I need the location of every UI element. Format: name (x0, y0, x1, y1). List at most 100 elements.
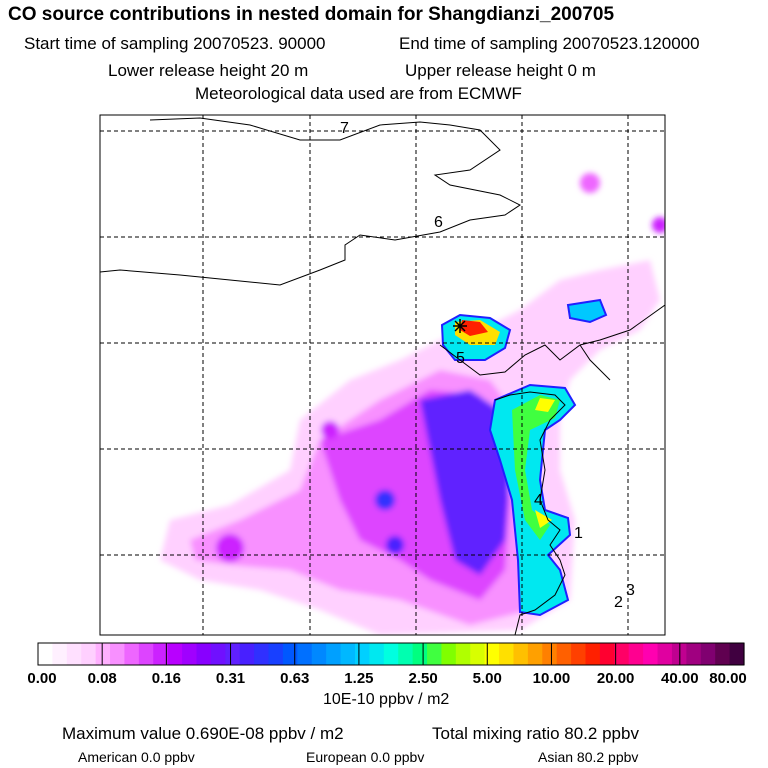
colorbar-cell (455, 643, 471, 665)
colorbar-tick-label: 40.00 (661, 670, 699, 687)
colorbar-tick-label: 5.00 (472, 670, 502, 687)
coastline-shandong (494, 391, 566, 635)
colorbar-cell (369, 643, 385, 665)
colorbar-cell (182, 643, 198, 665)
colorbar-cell (527, 643, 543, 665)
plume-blue (420, 390, 510, 575)
concentration-field (160, 173, 665, 635)
colorbar-cell (340, 643, 356, 665)
hotspot-east (566, 298, 608, 324)
colorbar-cell (52, 643, 68, 665)
map-frame (99, 114, 666, 636)
coastal-green-strip (512, 395, 560, 540)
coastline-north (100, 117, 521, 286)
colorbar-tick-label: 0.08 (87, 670, 117, 687)
grid-label-1: 1 (574, 525, 583, 542)
colorbar-tick-label: 80.00 (709, 670, 747, 687)
colorbar-cell (599, 643, 615, 665)
coastline-bohai (439, 304, 665, 376)
colorbar-cell (354, 643, 370, 665)
colorbar-cell (225, 643, 241, 665)
grid-label-2: 2 (614, 594, 623, 611)
colorbar-cell (441, 643, 457, 665)
colorbar-cell (470, 643, 486, 665)
colorbar-cell (254, 643, 270, 665)
lat-lon-grid (100, 115, 665, 635)
plume-spot-f (321, 421, 339, 439)
colorbar-cell (427, 643, 443, 665)
lower-release-height-label: Lower release height 20 m (108, 61, 309, 80)
colorbar-cell (282, 643, 298, 665)
plume-spot-d (580, 173, 600, 193)
colorbar-cell (499, 643, 515, 665)
colorbar-cell (239, 643, 255, 665)
grid-label-6: 6 (434, 214, 443, 231)
colorbar-cell (311, 643, 327, 665)
coastal-cyan-strip (488, 383, 577, 617)
colorbar-cell (686, 643, 702, 665)
colorbar-cell (628, 643, 644, 665)
met-data-label: Meteorological data used are from ECMWF (195, 84, 522, 103)
plume-spot-b (386, 536, 404, 554)
colorbar-tick-label: 0.00 (27, 670, 57, 687)
colorbar-tick-marks (37, 643, 745, 665)
end-time-label: End time of sampling 20070523.120000 (399, 34, 700, 53)
grid-label-5: 5 (456, 350, 465, 367)
colorbar-tick-label: 0.31 (215, 670, 246, 687)
grid-label-7: 7 (340, 120, 349, 137)
chart-title: CO source contributions in nested domain… (8, 4, 615, 25)
colorbar-cell (110, 643, 126, 665)
colorbar-cell (81, 643, 97, 665)
colorbar-cell (297, 643, 313, 665)
colorbar-cell (542, 643, 558, 665)
colorbar-tick-label: 1.25 (344, 670, 374, 687)
grid-label-3: 3 (626, 582, 635, 599)
colorbar-cell (167, 643, 183, 665)
colorbar-cell (513, 643, 529, 665)
grid-label-4: 4 (534, 492, 543, 509)
colorbar-cell (268, 643, 284, 665)
colorbar-cell (700, 643, 716, 665)
coastline-peninsula (579, 344, 611, 381)
colorbar-cell (484, 643, 500, 665)
colorbar-cell (210, 643, 226, 665)
colorbar-cells (38, 643, 745, 665)
colorbar-cell (196, 643, 212, 665)
colorbar-cell (556, 643, 572, 665)
colorbar-cell (585, 643, 601, 665)
colorbar-cell (326, 643, 342, 665)
start-time-label: Start time of sampling 20070523. 90000 (24, 34, 326, 53)
hotspot-red (460, 320, 488, 336)
plume-spot-c (375, 490, 395, 510)
colorbar-cell (571, 643, 587, 665)
colorbar-tick-label: 10.00 (532, 670, 571, 687)
upper-release-height-label: Upper release height 0 m (405, 61, 596, 80)
colorbar-cell (614, 643, 630, 665)
colorbar-cell (412, 643, 428, 665)
colorbar-tick-label: 0.16 (151, 670, 181, 687)
colorbar-cell (398, 643, 414, 665)
colorbar-cell (95, 643, 111, 665)
colorbar-tick-label: 20.00 (596, 670, 635, 687)
colorbar-cell (643, 643, 659, 665)
american-contribution: American 0.0 ppbv (78, 749, 195, 765)
colorbar-tick-label: 2.50 (408, 670, 438, 687)
coastal-yellow-strip (535, 398, 555, 528)
colorbar-cell (383, 643, 399, 665)
colorbar-cell (38, 643, 54, 665)
max-value-label: Maximum value 0.690E-08 ppbv / m2 (62, 724, 344, 743)
european-contribution: European 0.0 ppbv (306, 749, 425, 765)
coastline (100, 117, 665, 635)
plume-spot-e (652, 217, 665, 233)
colorbar-cell (153, 643, 169, 665)
colorbar-cell (138, 643, 154, 665)
asian-contribution: Asian 80.2 ppbv (538, 749, 639, 765)
colorbar-cell (715, 643, 731, 665)
total-mixing-label: Total mixing ratio 80.2 ppbv (432, 724, 639, 743)
receptor-star-icon (453, 319, 467, 333)
colorbar-cell (66, 643, 82, 665)
colorbar-cell (729, 643, 745, 665)
colorbar-tick-label: 0.63 (280, 670, 310, 687)
